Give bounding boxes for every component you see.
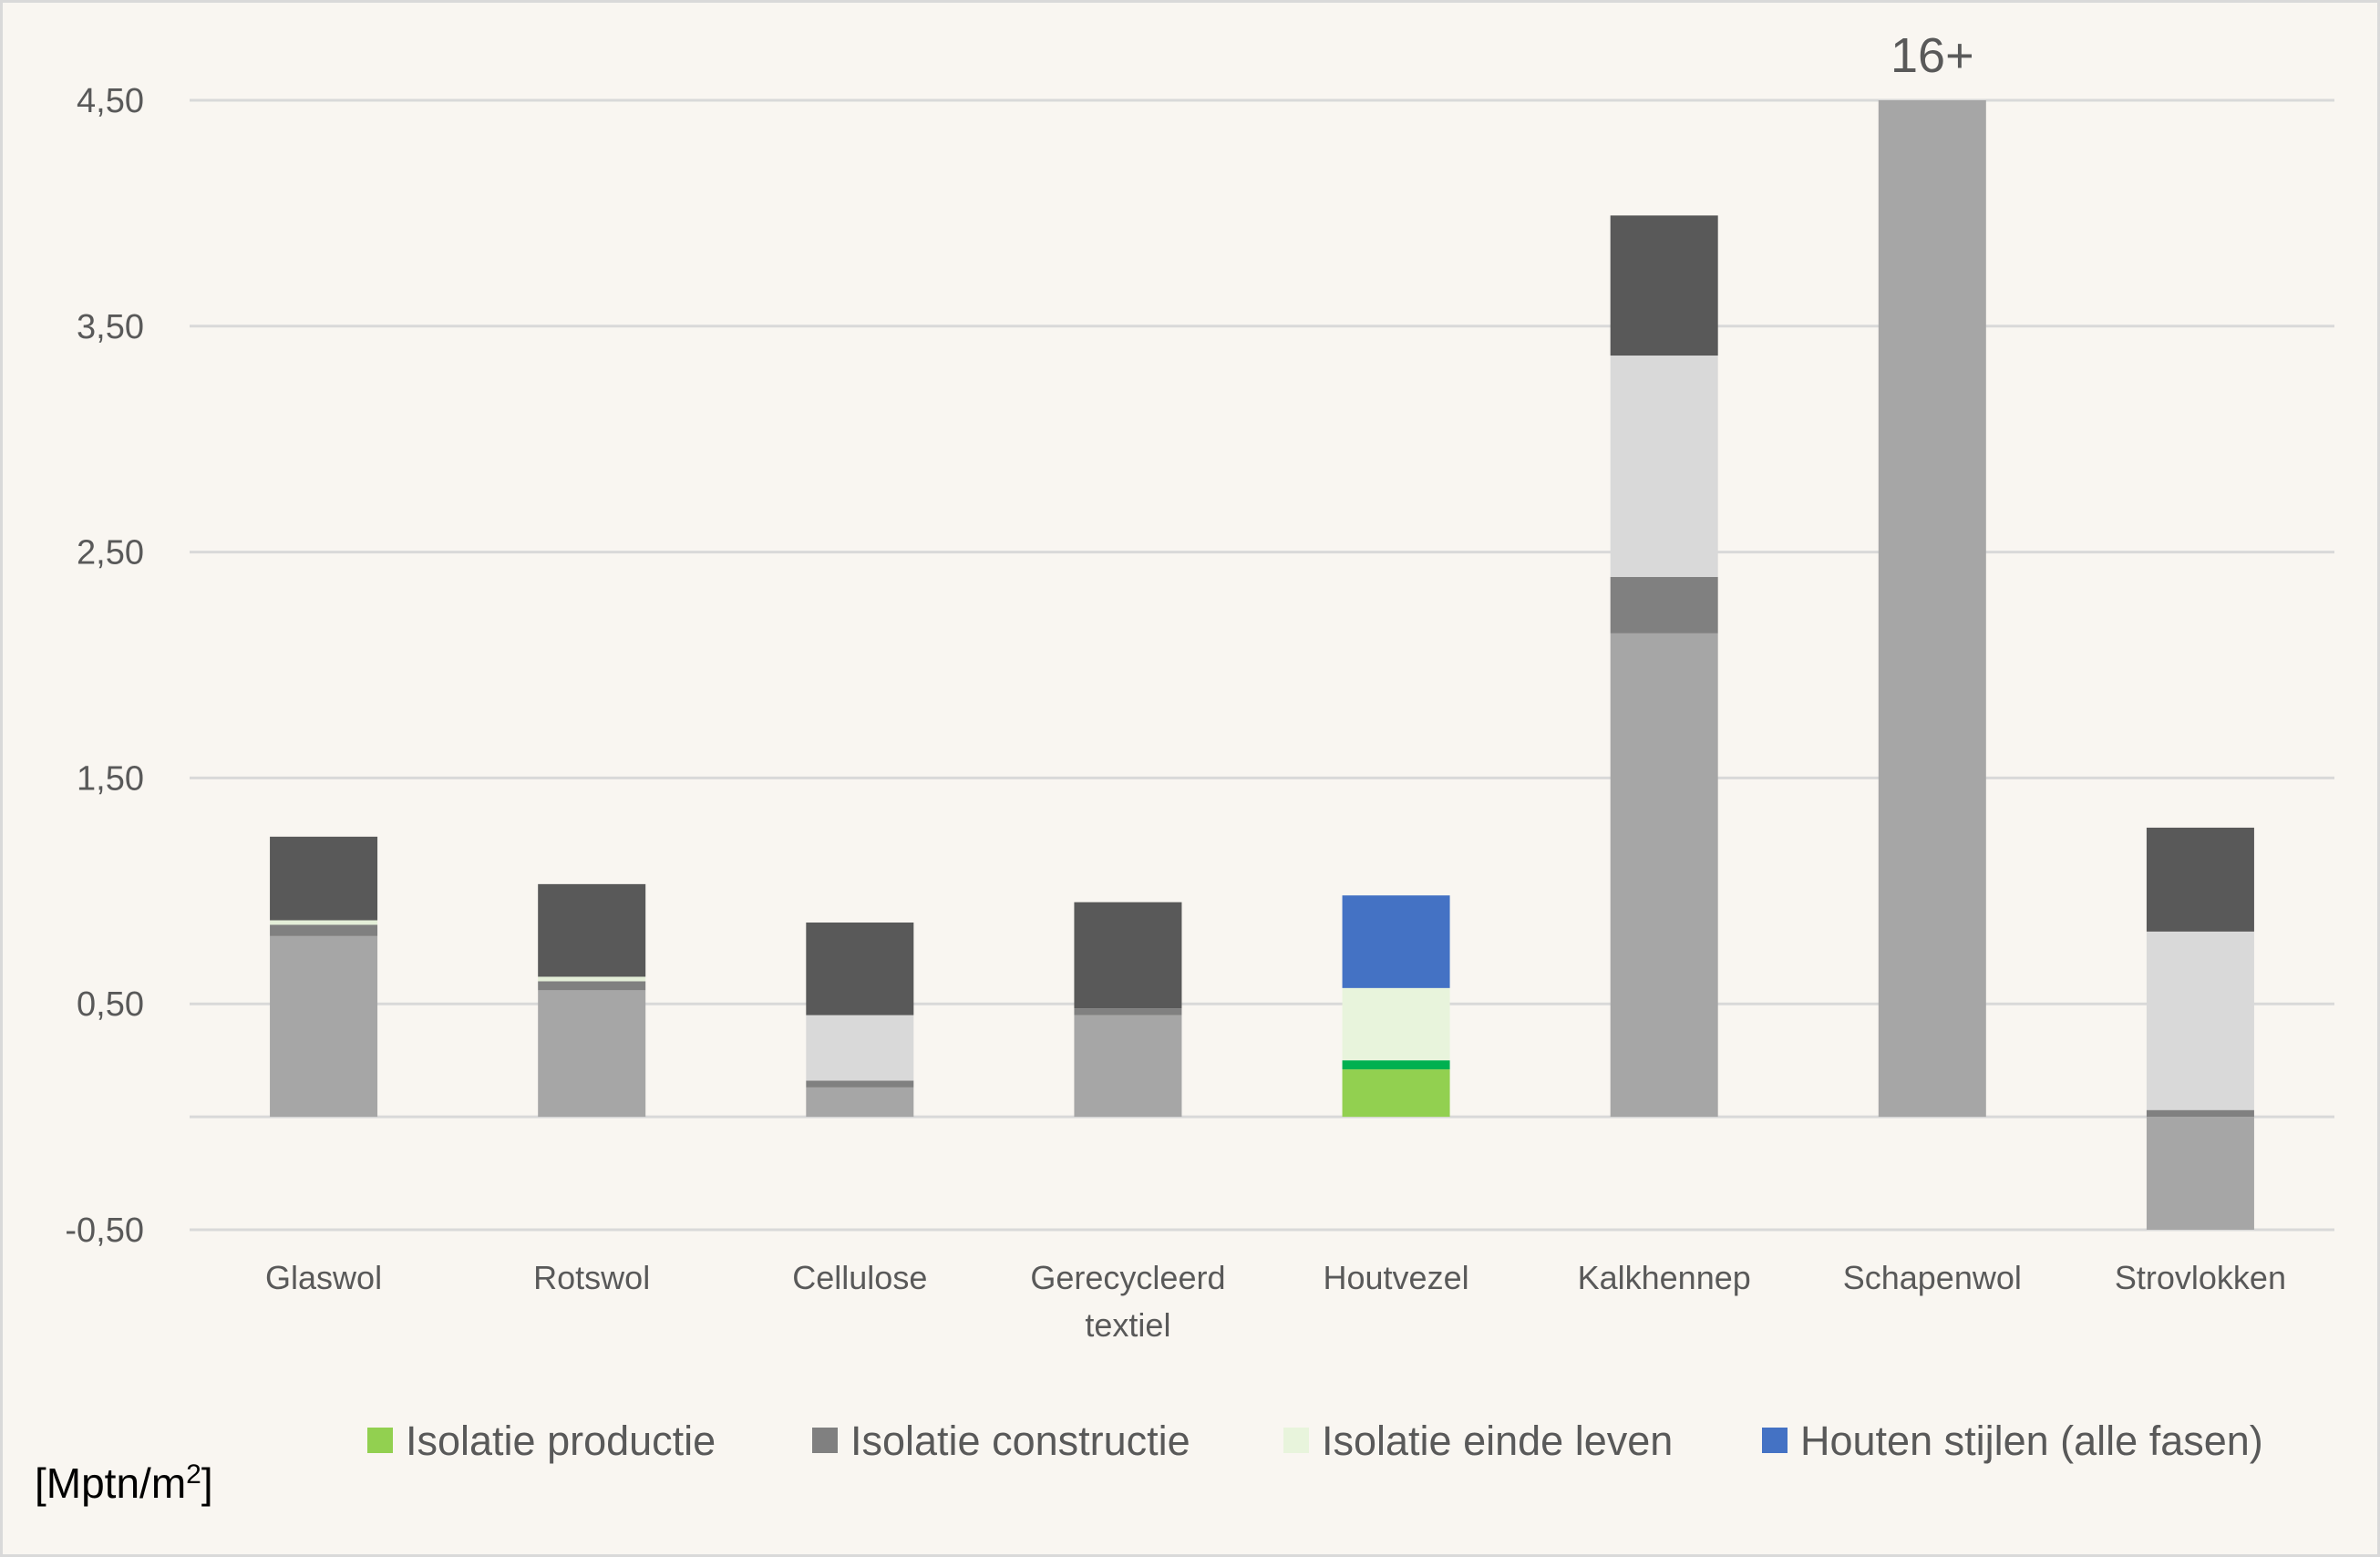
legend-item: Isolatie productie xyxy=(367,1418,716,1464)
data-label: 16+ xyxy=(1891,28,1974,83)
bar-segment xyxy=(806,922,914,1016)
legend-swatch xyxy=(367,1428,393,1453)
bar-segment xyxy=(1610,633,1718,1118)
y-axis: 4,50 3,50 2,50 1,50 0,50 -0,50 xyxy=(65,82,144,1250)
legend-item: Isolatie constructie xyxy=(812,1418,1190,1464)
bar-segment xyxy=(1342,1069,1450,1118)
legend-label: Isolatie einde leven xyxy=(1322,1418,1673,1464)
x-tick-label: Strovlokken xyxy=(2115,1259,2286,1296)
bar-stack xyxy=(2146,827,2254,1230)
bar-segment xyxy=(1074,1015,1182,1118)
bar-stack xyxy=(806,922,914,1118)
bar-segment xyxy=(806,1015,914,1081)
x-axis-labels: Glaswol Rotswol Cellulose Gerecycleerd texti… xyxy=(265,1259,2286,1344)
bar-segment xyxy=(2146,827,2254,932)
legend-item: Isolatie einde leven xyxy=(1283,1418,1673,1464)
bar-segment xyxy=(2146,1109,2254,1118)
stacked-bar-chart: 4,50 3,50 2,50 1,50 0,50 -0,50 Glaswol Rotswol… xyxy=(35,28,2334,1507)
y-tick-label: 3,50 xyxy=(77,308,144,346)
bar-segment xyxy=(270,924,378,936)
legend-label: Houten stijlen (alle fasen) xyxy=(1800,1418,2263,1464)
x-tick-label: Cellulose xyxy=(792,1259,927,1296)
bar-segment xyxy=(2146,931,2254,1110)
bar-segment xyxy=(270,935,378,1118)
legend-swatch xyxy=(1762,1428,1788,1453)
bar-segment xyxy=(1342,1060,1450,1070)
bar-segment xyxy=(270,920,378,925)
x-tick-label: Schapenwol xyxy=(1843,1259,2022,1296)
bar-segment xyxy=(1074,902,1182,1009)
bar-segment xyxy=(270,836,378,921)
bar-segment xyxy=(806,1087,914,1118)
bar-segment xyxy=(1610,215,1718,356)
bar-segment xyxy=(1878,100,1986,1118)
bar-segment xyxy=(538,981,646,991)
bar-stack xyxy=(538,883,646,1118)
bar-stack xyxy=(1342,895,1450,1118)
y-tick-label: 0,50 xyxy=(77,985,144,1024)
x-tick-label: Glaswol xyxy=(265,1259,382,1296)
legend-swatch xyxy=(1283,1428,1309,1453)
x-tick-label: Rotswol xyxy=(533,1259,650,1296)
x-tick-label: Gerecycleerd xyxy=(1030,1259,1225,1296)
bar-segment xyxy=(1342,895,1450,988)
x-tick-label: Kalkhennep xyxy=(1578,1259,1751,1296)
legend-swatch xyxy=(812,1428,838,1453)
legend-label: Isolatie productie xyxy=(406,1418,716,1464)
bar-segment xyxy=(538,976,646,982)
bar-stack xyxy=(270,836,378,1118)
bar-segment xyxy=(1074,1008,1182,1016)
bar-segment xyxy=(1610,356,1718,577)
bar-segment xyxy=(538,883,646,977)
annotations: 16+ xyxy=(1891,28,1974,83)
y-axis-label-suffix: ] xyxy=(201,1459,213,1507)
y-tick-label: 4,50 xyxy=(77,82,144,120)
legend-label: Isolatie constructie xyxy=(850,1418,1190,1464)
y-axis-label-main: [Mptn/m xyxy=(35,1459,186,1507)
y-tick-label: -0,50 xyxy=(65,1212,144,1250)
y-tick-label: 2,50 xyxy=(77,534,144,572)
x-tick-label: Houtvezel xyxy=(1324,1259,1469,1296)
bar-segment xyxy=(1342,987,1450,1061)
legend: Isolatie productie Isolatie constructie Is… xyxy=(367,1418,2263,1464)
gridlines xyxy=(190,98,2334,1232)
legend-item: Houten stijlen (alle fasen) xyxy=(1762,1418,2263,1464)
x-tick-label: textiel xyxy=(1085,1306,1170,1344)
bar-segment xyxy=(2146,1117,2254,1230)
bar-stack xyxy=(1074,902,1182,1118)
bar-segment xyxy=(1610,576,1718,634)
bar-stack xyxy=(1610,215,1718,1118)
bar-stack xyxy=(1878,100,1986,1118)
bars xyxy=(270,100,2254,1230)
bar-segment xyxy=(806,1080,914,1088)
y-axis-label: [Mptn/m2] xyxy=(35,1459,213,1507)
y-axis-label-superscript: 2 xyxy=(186,1459,201,1490)
bar-segment xyxy=(538,990,646,1118)
y-tick-label: 1,50 xyxy=(77,759,144,798)
